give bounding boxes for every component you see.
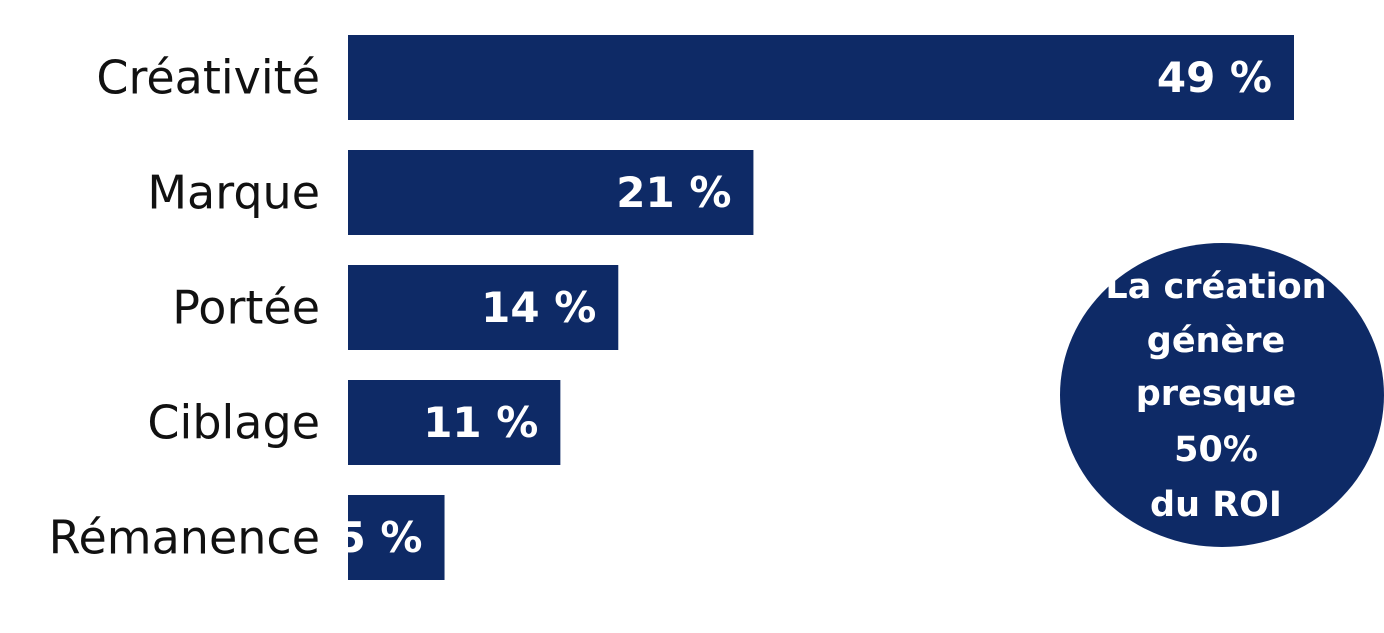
- callout-line: presque: [1136, 374, 1297, 414]
- category-label: Ciblage: [147, 396, 320, 450]
- callout-line: du ROI: [1150, 485, 1282, 525]
- bar: [348, 265, 619, 350]
- value-label: 14 %: [481, 283, 596, 332]
- category-label: Portée: [172, 281, 320, 335]
- category-label: Marque: [147, 166, 320, 220]
- callout-text: La création génère presque 50% du ROI: [1105, 267, 1326, 525]
- bars-layer: Créativité 49 % Marque 21 % Portée 14 % Ciblag…: [49, 35, 1294, 580]
- callout: La création génère presque 50% du ROI: [1060, 243, 1384, 547]
- value-label: 5 %: [337, 513, 423, 562]
- bar: [348, 35, 1294, 120]
- category-label: Rémanence: [49, 511, 320, 565]
- callout-circle: [1060, 243, 1384, 547]
- value-label: 49 %: [1157, 53, 1272, 102]
- bar: [348, 495, 445, 580]
- value-label: 11 %: [423, 398, 538, 447]
- callout-line: La création: [1105, 267, 1326, 307]
- callout-line: 50%: [1174, 430, 1258, 470]
- bar: [348, 150, 754, 235]
- callout-line: génère: [1147, 321, 1285, 361]
- bar: [348, 380, 561, 465]
- category-label: Créativité: [96, 51, 320, 105]
- value-label: 21 %: [616, 168, 731, 217]
